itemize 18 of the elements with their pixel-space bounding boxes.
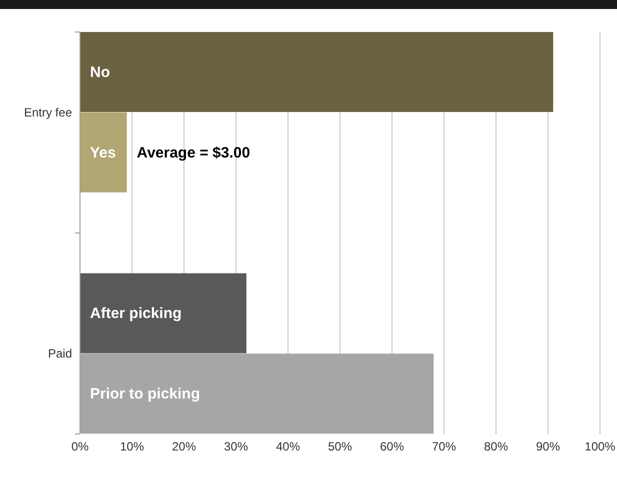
y-tick-label: Paid (48, 346, 72, 361)
x-tick-label: 0% (71, 440, 89, 454)
x-tick-label: 20% (172, 440, 196, 454)
x-tick-label: 60% (380, 440, 404, 454)
y-tick-label: Entry fee (24, 105, 72, 120)
x-tick-label: 50% (328, 440, 352, 454)
annotation: Average = $3.00 (136, 144, 250, 162)
series-label: Yes (90, 144, 116, 162)
x-tick-label: 80% (484, 440, 508, 454)
x-tick-label: 100% (584, 440, 616, 454)
series-label: No (90, 64, 110, 81)
x-tick-label: 10% (120, 440, 144, 454)
series-label: Prior to picking (90, 386, 200, 403)
x-tick-label: 30% (224, 440, 248, 454)
x-tick-label: 90% (536, 440, 560, 454)
series-label: After picking (90, 305, 182, 322)
x-tick-label: 70% (432, 440, 456, 454)
x-tick-label: 40% (276, 440, 300, 454)
